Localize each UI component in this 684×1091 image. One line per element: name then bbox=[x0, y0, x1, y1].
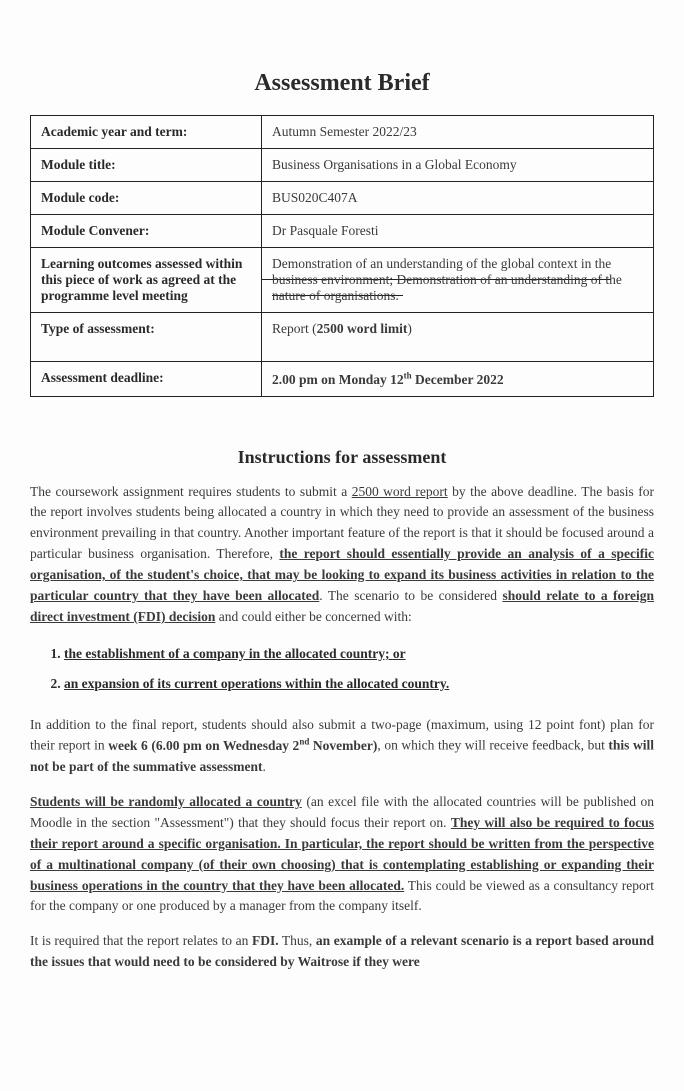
bold-text: week 6 (6.00 pm on Wednesday 2nd Novembe… bbox=[108, 738, 377, 753]
page-title: Assessment Brief bbox=[30, 70, 654, 97]
row-label: Academic year and term: bbox=[31, 116, 262, 149]
row-value: Autumn Semester 2022/23 bbox=[262, 116, 654, 149]
paragraph-2: In addition to the final report, student… bbox=[30, 715, 654, 778]
row-value: Demonstration of an understanding of the… bbox=[262, 248, 654, 313]
text: ) bbox=[407, 321, 412, 336]
text: Report ( bbox=[272, 321, 317, 336]
row-label: Learning outcomes assessed within this p… bbox=[31, 248, 262, 313]
bold-underline-text: Students will be randomly allocated a co… bbox=[30, 794, 302, 809]
row-label: Assessment deadline: bbox=[31, 362, 262, 397]
bold-text: FDI. bbox=[252, 933, 279, 948]
table-row: Academic year and term: Autumn Semester … bbox=[31, 116, 654, 149]
row-label: Module Convener: bbox=[31, 215, 262, 248]
deadline-text: 2.00 pm on Monday 12th December 2022 bbox=[272, 372, 504, 387]
text: . The scenario to be considered bbox=[319, 588, 502, 603]
row-value: BUS020C407A bbox=[262, 182, 654, 215]
text: It is required that the report relates t… bbox=[30, 933, 252, 948]
instructions-heading: Instructions for assessment bbox=[30, 447, 654, 468]
table-row: Module Convener: Dr Pasquale Foresti bbox=[31, 215, 654, 248]
text: Thus, bbox=[279, 933, 316, 948]
table-row: Module title: Business Organisations in … bbox=[31, 149, 654, 182]
assessment-brief-table: Academic year and term: Autumn Semester … bbox=[30, 115, 654, 397]
list-item: the establishment of a company in the al… bbox=[64, 642, 654, 666]
table-row: Assessment deadline: 2.00 pm on Monday 1… bbox=[31, 362, 654, 397]
text: , on which they will receive feedback, b… bbox=[377, 738, 608, 753]
word-limit: 2500 word limit bbox=[317, 321, 408, 336]
text: The coursework assignment requires stude… bbox=[30, 484, 352, 499]
paragraph-3: Students will be randomly allocated a co… bbox=[30, 792, 654, 918]
paragraph-4: It is required that the report relates t… bbox=[30, 931, 654, 973]
scenario-list: the establishment of a company in the al… bbox=[30, 642, 654, 697]
row-label: Module code: bbox=[31, 182, 262, 215]
text: and could either be concerned with: bbox=[215, 609, 411, 624]
table-row: Module code: BUS020C407A bbox=[31, 182, 654, 215]
text: . bbox=[262, 759, 265, 774]
underline-text: 2500 word report bbox=[352, 484, 448, 499]
row-label: Module title: bbox=[31, 149, 262, 182]
table-row: Learning outcomes assessed within this p… bbox=[31, 248, 654, 313]
row-value: Dr Pasquale Foresti bbox=[262, 215, 654, 248]
row-label: Type of assessment: bbox=[31, 313, 262, 362]
table-row: Type of assessment: Report (2500 word li… bbox=[31, 313, 654, 362]
row-value: 2.00 pm on Monday 12th December 2022 bbox=[262, 362, 654, 397]
row-value: Report (2500 word limit) bbox=[262, 313, 654, 362]
list-item: an expansion of its current operations w… bbox=[64, 672, 654, 696]
row-value: Business Organisations in a Global Econo… bbox=[262, 149, 654, 182]
paragraph-1: The coursework assignment requires stude… bbox=[30, 482, 654, 628]
document-page: Assessment Brief Academic year and term:… bbox=[0, 0, 684, 1091]
